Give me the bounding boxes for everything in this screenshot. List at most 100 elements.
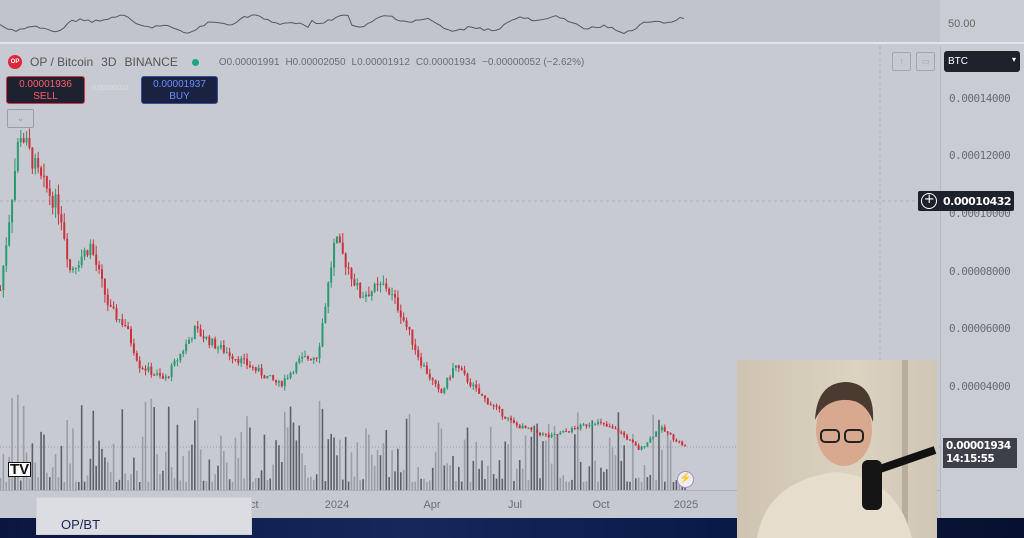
- candle-body: [649, 437, 652, 443]
- webcam-overlay: [737, 360, 937, 538]
- candle-body: [362, 296, 365, 298]
- candle: [312, 357, 315, 364]
- candle-body: [481, 393, 484, 396]
- candle-body: [205, 336, 208, 339]
- volume-bar: [666, 431, 669, 490]
- candle-body: [657, 430, 660, 432]
- candle: [161, 372, 164, 380]
- candle-body: [138, 360, 141, 369]
- candle: [306, 355, 309, 362]
- candle: [45, 175, 48, 193]
- candle-body: [135, 353, 138, 361]
- volume-bar: [240, 431, 243, 490]
- candle: [48, 179, 51, 206]
- candle: [225, 347, 228, 354]
- plus-circle-icon[interactable]: +: [921, 193, 937, 209]
- candle-body: [335, 236, 338, 243]
- candle: [2, 265, 5, 298]
- sell-button[interactable]: 0.00001936 SELL: [6, 76, 85, 104]
- candle-body: [8, 222, 11, 246]
- symbol-name[interactable]: OP / Bitcoin: [30, 55, 94, 69]
- candle: [675, 438, 678, 443]
- candle: [388, 287, 391, 296]
- candle: [507, 416, 510, 422]
- candle: [663, 424, 666, 433]
- volume-bar: [28, 478, 31, 490]
- volume-bar: [385, 430, 388, 490]
- volume-bar: [60, 445, 63, 490]
- candle: [257, 364, 260, 373]
- volume-bar: [121, 409, 124, 490]
- volume-bar: [431, 467, 434, 490]
- volume-bar: [379, 455, 382, 490]
- candle: [547, 432, 550, 438]
- currency-select[interactable]: BTC ▾: [944, 51, 1020, 72]
- last-price-label: 0.00001934 14:15:55: [943, 438, 1017, 468]
- volume-bar: [524, 435, 527, 490]
- volume-bar: [165, 451, 167, 490]
- sell-label: SELL: [33, 91, 58, 102]
- candle: [385, 278, 388, 292]
- candle-body: [71, 268, 74, 271]
- candle: [681, 440, 684, 446]
- candle-body: [356, 283, 359, 286]
- volume-bar: [327, 439, 330, 490]
- volume-bar: [202, 480, 205, 490]
- candle: [657, 429, 660, 433]
- candle: [666, 431, 669, 436]
- buy-button[interactable]: 0.00001937 BUY: [141, 76, 218, 104]
- overlay-title-box: OP/BT: [36, 497, 252, 535]
- candle: [234, 359, 237, 362]
- candle-body: [5, 245, 8, 266]
- crosshair-price-label: +0.00010432: [918, 191, 1014, 211]
- upload-icon[interactable]: ↑: [892, 52, 911, 71]
- volume-bar: [550, 463, 553, 490]
- candle-body: [544, 433, 547, 435]
- candle: [69, 258, 72, 273]
- candle: [512, 417, 515, 424]
- interval[interactable]: 3D: [101, 55, 117, 69]
- candle-body: [295, 362, 298, 373]
- candle-body: [370, 291, 373, 297]
- candle-body: [228, 352, 231, 357]
- candle: [254, 366, 257, 374]
- candle: [541, 432, 544, 436]
- candle: [530, 426, 533, 433]
- lightning-icon[interactable]: ⚡: [677, 471, 694, 488]
- candle: [449, 375, 452, 382]
- change-value: −0.00000052 (−2.62%): [481, 56, 585, 68]
- candle: [248, 360, 251, 369]
- candle-body: [243, 358, 246, 360]
- candle-body: [275, 379, 278, 383]
- candle-body: [655, 431, 658, 437]
- candle: [103, 278, 106, 303]
- screenshot-icon[interactable]: ▭: [916, 52, 935, 71]
- candle: [199, 324, 202, 337]
- candle: [298, 355, 301, 365]
- candle-body: [0, 289, 2, 291]
- candle-body: [553, 434, 556, 436]
- volume-bar: [17, 394, 19, 490]
- volume-bar: [283, 411, 286, 490]
- volume-bar: [571, 479, 573, 490]
- volume-bar: [48, 477, 51, 490]
- candle-body: [605, 423, 608, 427]
- candle-body: [153, 374, 156, 376]
- collapse-legend-button[interactable]: ⌄: [7, 109, 34, 128]
- volume-bar: [263, 434, 266, 490]
- open-value: O0.00001991: [218, 56, 280, 68]
- candle-body: [663, 427, 666, 432]
- chart-pane[interactable]: [0, 46, 940, 490]
- candle-body: [359, 283, 362, 298]
- candle: [457, 364, 460, 373]
- candle: [391, 287, 394, 301]
- candlestick-chart[interactable]: [0, 46, 940, 490]
- candle: [330, 261, 333, 288]
- volume-bar: [414, 481, 417, 490]
- candle: [190, 337, 193, 343]
- volume-bar: [162, 470, 164, 490]
- candle: [292, 370, 295, 375]
- candle: [550, 432, 553, 439]
- time-tick: Jul: [507, 499, 523, 511]
- candle: [228, 347, 231, 361]
